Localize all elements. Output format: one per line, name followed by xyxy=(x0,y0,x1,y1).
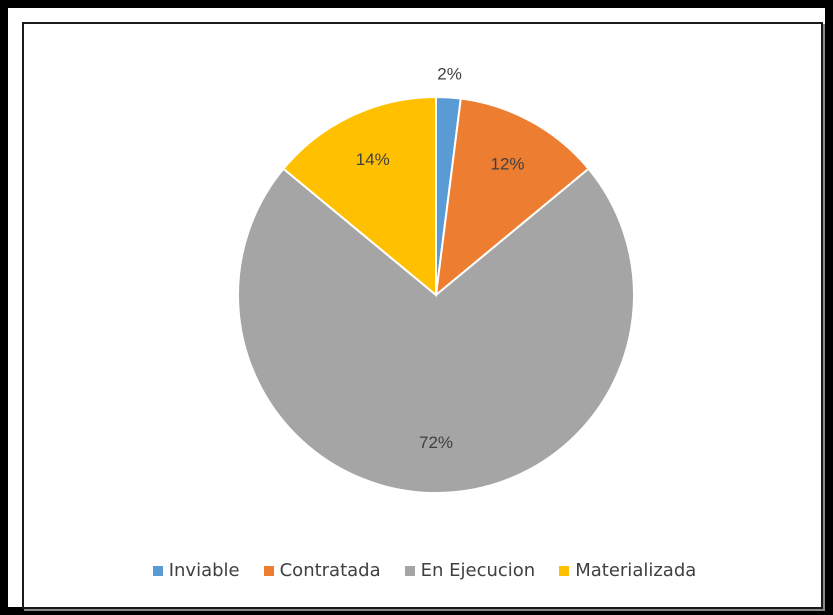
legend-swatch-inviable xyxy=(152,565,163,576)
legend-label-materializada: Materializada xyxy=(575,560,697,581)
legend-swatch-en-ejecucion xyxy=(404,565,415,576)
legend: Inviable Contratada En Ejecucion Materia… xyxy=(24,560,825,581)
chart-area: 2% 12% 72% 14% Inviable Contratada En Ejecu… xyxy=(22,22,823,609)
data-label-en-ejecucion: 72% xyxy=(419,433,453,452)
pie-slice-materializada xyxy=(282,95,437,298)
legend-label-inviable: Inviable xyxy=(168,560,240,581)
legend-item-en-ejecucion: En Ejecucion xyxy=(404,560,536,581)
legend-swatch-contratada xyxy=(263,565,274,576)
pie-slice-contratada xyxy=(434,97,590,298)
pie-slice-en-ejecucion xyxy=(237,167,635,494)
legend-label-en-ejecucion: En Ejecucion xyxy=(420,560,536,581)
pie-chart: 2% 12% 72% 14% xyxy=(237,64,635,494)
data-label-materializada: 14% xyxy=(356,150,390,169)
data-label-inviable: 2% xyxy=(437,64,462,83)
legend-item-contratada: Contratada xyxy=(263,560,381,581)
data-label-contratada: 12% xyxy=(491,154,525,173)
legend-item-materializada: Materializada xyxy=(559,560,696,581)
legend-item-inviable: Inviable xyxy=(152,560,240,581)
legend-swatch-materializada xyxy=(559,565,570,576)
legend-label-contratada: Contratada xyxy=(279,560,381,581)
